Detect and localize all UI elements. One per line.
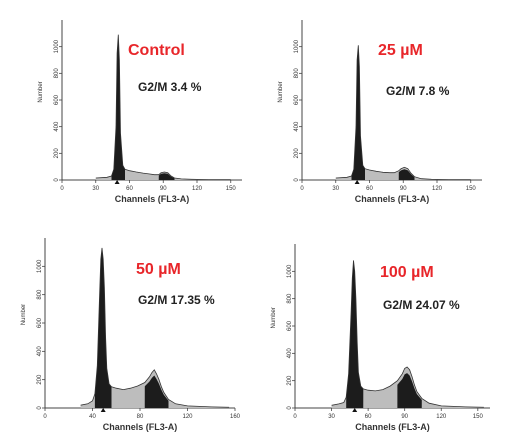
x-axis-label: Channels (FL3-A) bbox=[115, 194, 190, 204]
x-tick-label: 150 bbox=[466, 186, 477, 192]
y-axis-label: Number bbox=[278, 81, 284, 102]
x-tick-label: 80 bbox=[137, 414, 144, 420]
y-tick-label: 400 bbox=[287, 348, 293, 359]
y-axis-label: Number bbox=[271, 307, 277, 328]
g1-marker bbox=[114, 180, 120, 184]
x-tick-label: 150 bbox=[226, 186, 237, 192]
histogram-panel: 0 200 400 600 800 1000 0 30 60 90 120 150 Channels (… bbox=[278, 20, 482, 204]
x-axis-label: Channels (FL3-A) bbox=[355, 194, 430, 204]
y-tick-label: 0 bbox=[54, 178, 60, 182]
y-axis-label: Number bbox=[21, 304, 27, 325]
y-tick-label: 0 bbox=[37, 406, 43, 410]
x-tick-label: 60 bbox=[366, 186, 373, 192]
y-tick-label: 1000 bbox=[54, 39, 60, 53]
g1-peak bbox=[94, 247, 112, 408]
y-tick-label: 800 bbox=[287, 293, 293, 304]
g2m-annotation: G2/M 3.4 % bbox=[138, 80, 202, 94]
g1-marker bbox=[352, 408, 358, 412]
x-tick-label: 120 bbox=[432, 186, 443, 192]
x-tick-label: 120 bbox=[182, 414, 193, 420]
g2m-annotation: G2/M 24.07 % bbox=[383, 298, 460, 312]
x-tick-label: 30 bbox=[332, 186, 339, 192]
y-tick-label: 600 bbox=[287, 320, 293, 331]
y-tick-label: 0 bbox=[287, 406, 293, 410]
y-tick-label: 200 bbox=[287, 375, 293, 386]
x-tick-label: 0 bbox=[293, 414, 297, 420]
y-tick-label: 600 bbox=[294, 94, 300, 105]
panel-title: 25 µM bbox=[378, 42, 423, 59]
g2m-annotation: G2/M 17.35 % bbox=[138, 293, 215, 307]
g1-peak bbox=[111, 34, 125, 181]
panel-title: Control bbox=[128, 42, 185, 59]
histogram-outline bbox=[95, 34, 231, 181]
y-tick-label: 800 bbox=[294, 68, 300, 79]
histogram-outline bbox=[331, 260, 484, 408]
y-tick-label: 200 bbox=[294, 148, 300, 159]
x-tick-label: 150 bbox=[473, 414, 484, 420]
x-tick-label: 30 bbox=[328, 414, 335, 420]
g1-marker bbox=[100, 408, 106, 412]
x-tick-label: 0 bbox=[43, 414, 47, 420]
y-tick-label: 200 bbox=[54, 148, 60, 159]
y-tick-label: 1000 bbox=[37, 259, 43, 273]
y-tick-label: 600 bbox=[37, 317, 43, 328]
x-tick-label: 160 bbox=[230, 414, 241, 420]
histogram-outline bbox=[335, 45, 471, 181]
y-tick-label: 800 bbox=[54, 68, 60, 79]
panel-title: 50 µM bbox=[136, 261, 181, 278]
y-tick-label: 400 bbox=[37, 346, 43, 357]
g2m-peak bbox=[158, 173, 175, 180]
histogram-outline bbox=[80, 247, 230, 408]
x-tick-label: 90 bbox=[160, 186, 167, 192]
g1-peak bbox=[346, 260, 364, 408]
x-axis-label: Channels (FL3-A) bbox=[355, 422, 430, 432]
x-tick-label: 90 bbox=[401, 414, 408, 420]
x-tick-label: 0 bbox=[60, 186, 64, 192]
g2m-annotation: G2/M 7.8 % bbox=[386, 84, 450, 98]
y-tick-label: 600 bbox=[54, 94, 60, 105]
y-axis-label: Number bbox=[38, 81, 44, 102]
g2m-peak bbox=[144, 375, 169, 408]
y-tick-label: 0 bbox=[294, 178, 300, 182]
histogram-panel: 0 200 400 600 800 1000 0 30 60 90 120 150 Channels (… bbox=[38, 20, 242, 204]
y-tick-label: 800 bbox=[37, 289, 43, 300]
x-tick-label: 40 bbox=[89, 414, 96, 420]
histogram-panel: 0 200 400 600 800 1000 0 30 60 90 120 150 Channels (… bbox=[271, 244, 490, 432]
g2m-peak bbox=[398, 169, 415, 180]
x-tick-label: 120 bbox=[192, 186, 203, 192]
histogram-panel: 0 200 400 600 800 1000 0 40 80 120 160 Channels (FL… bbox=[21, 238, 241, 432]
x-tick-label: 60 bbox=[365, 414, 372, 420]
y-tick-label: 200 bbox=[37, 374, 43, 385]
x-tick-label: 90 bbox=[400, 186, 407, 192]
panel-title: 100 µM bbox=[380, 264, 434, 281]
x-axis-label: Channels (FL3-A) bbox=[103, 422, 178, 432]
x-tick-label: 120 bbox=[436, 414, 447, 420]
x-tick-label: 60 bbox=[126, 186, 133, 192]
y-tick-label: 1000 bbox=[287, 264, 293, 278]
y-tick-label: 400 bbox=[54, 121, 60, 132]
g1-marker bbox=[354, 180, 360, 184]
g1-peak bbox=[351, 45, 365, 180]
x-tick-label: 30 bbox=[92, 186, 99, 192]
x-tick-label: 0 bbox=[300, 186, 304, 192]
y-tick-label: 400 bbox=[294, 121, 300, 132]
y-tick-label: 1000 bbox=[294, 39, 300, 53]
g2m-peak bbox=[397, 373, 422, 408]
